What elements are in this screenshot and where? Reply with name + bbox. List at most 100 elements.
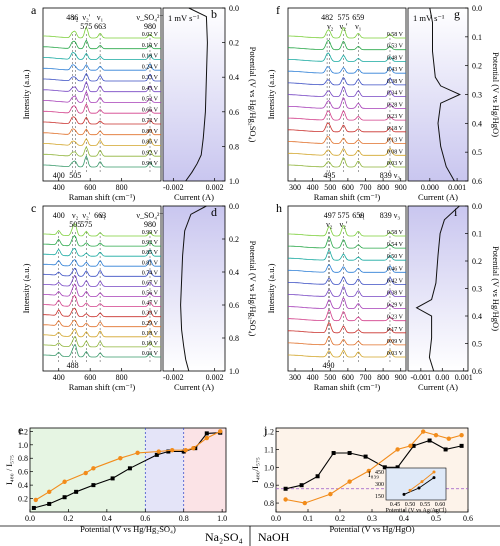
data-point — [31, 505, 36, 510]
data-point — [315, 474, 320, 479]
spectrum-line — [43, 344, 161, 358]
y-tick-label: 0.3 — [472, 91, 482, 100]
y-tick-label: 0.8 — [229, 142, 239, 151]
data-point — [166, 449, 171, 454]
potential-label: 0.43 V — [142, 86, 159, 92]
inset-x-axis-label: Potential (V vs Ag/AgCl) — [385, 507, 446, 514]
potential-label: 0.08 V — [387, 149, 404, 155]
potential-label: 0.02 V — [142, 32, 159, 38]
cv-curve — [180, 205, 207, 372]
spectrum-line — [288, 66, 406, 74]
data-point — [347, 451, 352, 456]
x-tick-label: 300 — [289, 183, 301, 192]
panel-letter: h — [276, 201, 282, 215]
potential-label: 0.42 V — [387, 278, 404, 284]
data-point — [118, 456, 123, 461]
potential-label: 0.03 V — [142, 351, 159, 357]
y-tick-label: 0.1 — [472, 230, 482, 239]
y-tick-label: 0.2 — [229, 39, 239, 48]
potential-label: 0.03 V — [387, 351, 404, 357]
potential-label: 0.80 V — [142, 129, 159, 135]
na2so4-label: Na₂SO₄ — [205, 530, 243, 544]
potential-label: 0.34 V — [387, 91, 404, 97]
y-tick-label: 0.6 — [18, 468, 28, 477]
x-tick-label: -0.002 — [163, 183, 184, 192]
data-point — [283, 497, 288, 502]
y-tick-label: 0.8 — [229, 334, 239, 343]
potential-label: 0.66 V — [142, 107, 159, 113]
panel-g: 0.000 0.001 0.0 0.1 0.2 0.3 0.4 0.5 0.6 Current (… — [407, 4, 500, 202]
y-tick-label: 0.2 — [472, 62, 482, 71]
y-tick-label: 0.6 — [229, 108, 239, 117]
potential-label: 0.38 V — [387, 291, 404, 297]
inset-data-point — [432, 470, 436, 474]
x-tick-label: 0.000 — [421, 183, 439, 192]
y-tick-label: 0.9 — [264, 481, 274, 490]
naoh-label: NaOH — [258, 530, 290, 544]
x-tick-label: 900 — [395, 373, 407, 382]
inset-frame — [385, 467, 447, 501]
y-tick-label: 0.0 — [472, 202, 482, 211]
scan-rate-label: 1 mV s⁻¹ — [168, 13, 200, 23]
y-tick-label: 0.0 — [472, 4, 482, 13]
band-label: ν₂' — [82, 211, 90, 220]
y-tick-label: 0.4 — [472, 312, 482, 321]
spectrum-line — [288, 26, 406, 39]
spectrum-line — [43, 307, 161, 318]
y-tick-label: 0.4 — [229, 268, 239, 277]
data-point — [181, 449, 186, 454]
potential-label: 0.56 V — [142, 291, 159, 297]
x-axis-label: Raman shift (cm⁻¹) — [69, 382, 136, 392]
band-label: 505 — [69, 171, 81, 180]
potential-label: 0.10 V — [142, 341, 159, 347]
spectrum-line — [43, 274, 161, 287]
x-tick-label: 600 — [342, 373, 354, 382]
potential-label: 0.09 V — [387, 339, 404, 345]
y-tick-label: 0.0 — [229, 202, 239, 211]
x-axis-label: Current (A) — [174, 382, 214, 392]
spectrum-line — [43, 336, 161, 348]
band-label: 663 — [94, 211, 106, 220]
inset-y-tick-label: 450 — [375, 470, 384, 476]
x-tick-label: 0.002 — [206, 373, 224, 382]
panel-f: 300 400 500 600 700 800 900 Raman shift (cm⁻¹) I… — [266, 3, 407, 202]
potential-label: 0.86 V — [142, 140, 159, 146]
spectrum-line — [288, 122, 406, 133]
data-point — [47, 501, 52, 506]
spectrum-line — [43, 26, 161, 39]
x-tick-label: 800 — [116, 373, 128, 382]
spectrum-line — [43, 72, 161, 82]
potential-label: 0.18 V — [142, 54, 159, 60]
data-point — [169, 447, 175, 453]
band-label: 659 — [352, 13, 364, 22]
y-tick-label: 0.0 — [229, 4, 239, 13]
data-point — [91, 466, 96, 471]
spectrum-line — [288, 286, 406, 297]
spectrum-line — [288, 336, 406, 346]
x-tick-label: 800 — [377, 183, 389, 192]
cv-curve — [429, 7, 462, 182]
y-tick-label: 0.4 — [472, 119, 482, 128]
data-point — [83, 470, 88, 476]
band-label: 575 — [337, 13, 349, 22]
potential-label: 0.23 V — [387, 114, 404, 120]
y-tick-label: 1.2 — [264, 428, 274, 437]
x-tick-label: 300 — [289, 373, 301, 382]
potential-label: 0.18 V — [387, 126, 404, 132]
x-tick-label: 0.001 — [448, 183, 466, 192]
spectrum-line — [288, 147, 406, 156]
plot-frame — [29, 427, 227, 513]
y-axis-label: Potential (V vs Hg/Hg₂SO₄) — [248, 241, 258, 337]
potential-label: 0.03 V — [387, 161, 404, 167]
plot-frame — [407, 205, 469, 372]
data-point — [110, 476, 115, 481]
band-label: 495 — [323, 171, 335, 180]
data-point — [62, 479, 67, 484]
x-axis-label: Raman shift (cm⁻¹) — [314, 382, 381, 392]
shaded-region — [183, 428, 226, 512]
potential-label: 0.58 V — [387, 32, 404, 38]
data-point — [411, 443, 416, 448]
y-tick-label: 0.2 — [472, 257, 482, 266]
x-tick-label: 400 — [307, 183, 319, 192]
data-point — [135, 450, 140, 456]
